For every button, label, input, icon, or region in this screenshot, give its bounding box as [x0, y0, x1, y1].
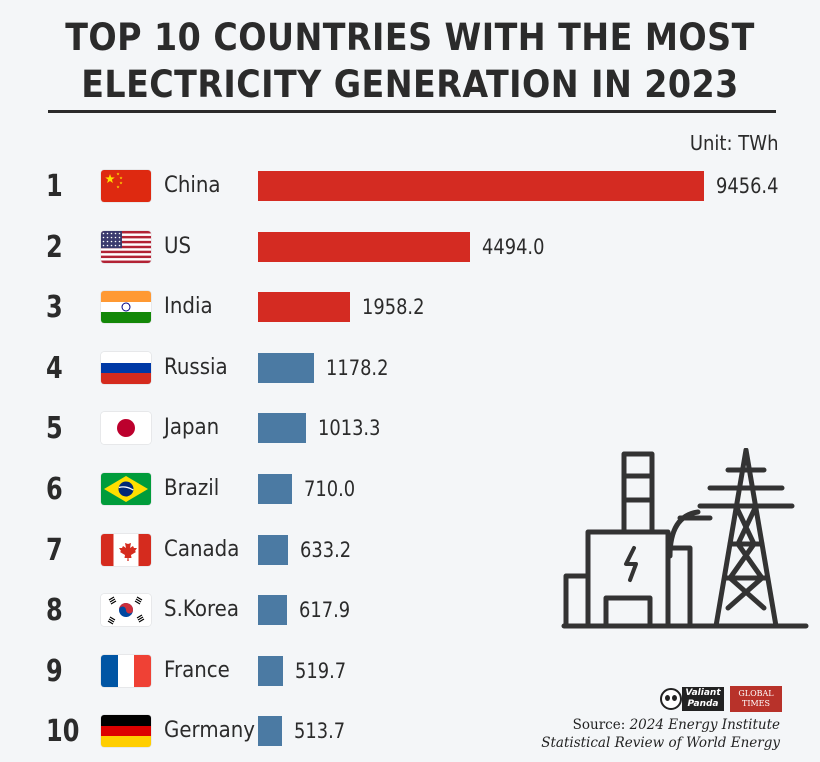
bar-s-korea — [258, 595, 288, 626]
china-flag-icon — [101, 170, 151, 202]
russia-flag-icon — [101, 351, 151, 384]
bar-row-china: 1 China 9456.4 — [0, 166, 820, 206]
rank-label: 9 — [46, 653, 63, 689]
panda-icon — [660, 688, 682, 710]
germany-flag-icon — [101, 715, 151, 748]
value-label: 4494.0 — [482, 234, 545, 259]
rank-label: 8 — [46, 593, 63, 629]
power-plant-icon — [561, 448, 809, 629]
value-label: 9456.4 — [716, 174, 779, 198]
bar-us — [258, 231, 470, 262]
value-label: 1013.3 — [317, 416, 381, 441]
country-label: Russia — [164, 354, 228, 380]
japan-flag-icon — [101, 412, 151, 445]
bar-row-india: 3 India 1958.2 — [0, 287, 820, 327]
value-label: 617.9 — [299, 598, 351, 623]
rank-label: 10 — [46, 714, 80, 750]
bar-china — [258, 171, 704, 201]
us-flag-icon — [101, 230, 151, 263]
rank-label: 7 — [46, 532, 63, 568]
value-label: 519.7 — [294, 658, 346, 683]
unit-label: Unit: TWh — [689, 131, 778, 155]
valiant-panda-logo-text: Valiant Panda — [682, 687, 724, 711]
bar-row-russia: 4 Russia 1178.2 — [0, 348, 820, 388]
global-times-logo: GLOBAL TIMES — [730, 686, 782, 712]
south-korea-flag-icon — [101, 594, 151, 627]
country-label: S.Korea — [164, 597, 239, 623]
bar-japan — [258, 413, 306, 444]
bar-india — [258, 292, 351, 323]
source-line-2: Statistical Review of World Energy — [541, 735, 780, 751]
canada-flag-icon — [101, 533, 151, 566]
bar-row-s-korea: 8 S.Korea 617.9 — [0, 590, 820, 630]
chart-title-line-1: TOP 10 COUNTRIES WITH THE MOST — [65, 16, 755, 59]
country-label: Germany — [164, 718, 256, 744]
bar-russia — [258, 352, 314, 383]
rank-label: 4 — [46, 350, 63, 386]
india-flag-icon — [101, 291, 151, 324]
bar-row-japan: 5 Japan 1013.3 — [0, 408, 820, 448]
bar-row-us: 2 US 4494.0 — [0, 227, 820, 267]
bar-france — [258, 655, 283, 686]
source-prefix: Source: — [572, 717, 626, 733]
country-label: China — [164, 173, 221, 198]
value-label: 633.2 — [299, 537, 351, 562]
bar-row-canada: 7 Canada 633.2 — [0, 530, 820, 570]
bar-germany — [258, 716, 283, 747]
source-publisher: 2024 Energy Institute — [629, 717, 780, 733]
country-label: Japan — [164, 415, 220, 441]
country-label: Brazil — [164, 476, 220, 501]
value-label: 710.0 — [303, 477, 355, 501]
value-label: 513.7 — [294, 719, 346, 744]
title-underline — [48, 110, 776, 113]
bar-row-france: 9 France 519.7 — [0, 651, 820, 691]
value-label: 1958.2 — [362, 295, 425, 320]
france-flag-icon — [101, 654, 151, 687]
rank-label: 3 — [46, 290, 63, 326]
rank-label: 6 — [46, 472, 63, 507]
bar-row-brazil: 6 Brazil 710.0 — [0, 469, 820, 509]
source-note: Source: 2024 Energy Institute Statistica… — [500, 716, 780, 752]
country-label: US — [164, 233, 192, 259]
valiant-panda-logo: Valiant Panda — [660, 686, 726, 712]
country-label: India — [164, 294, 213, 320]
rank-label: 5 — [46, 411, 63, 447]
bar-canada — [258, 534, 288, 565]
source-line-1: Source: 2024 Energy Institute — [500, 716, 780, 734]
rank-label: 2 — [46, 229, 63, 265]
chart-title-line-2: ELECTRICITY GENERATION IN 2023 — [81, 63, 739, 106]
rank-label: 1 — [46, 169, 63, 204]
brazil-flag-icon — [101, 473, 151, 505]
bar-row-germany: 10 Germany 513.7 — [0, 711, 820, 751]
chart-title: TOP 10 COUNTRIES WITH THE MOST ELECTRICI… — [41, 14, 779, 108]
value-label: 1178.2 — [325, 355, 389, 380]
country-label: Canada — [164, 536, 240, 562]
country-label: France — [164, 657, 230, 683]
bar-brazil — [258, 474, 292, 504]
publisher-logos: Valiant Panda GLOBAL TIMES — [660, 686, 782, 712]
